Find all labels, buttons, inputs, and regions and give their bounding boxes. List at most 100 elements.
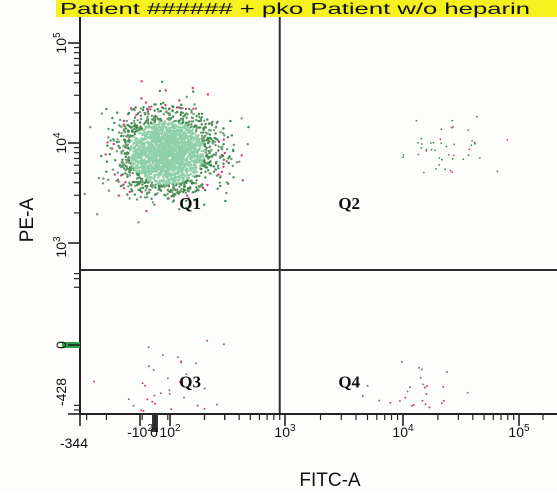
event-point xyxy=(139,162,142,165)
event-point xyxy=(180,134,183,137)
x-tick-label: 0 xyxy=(150,424,158,440)
event-point xyxy=(157,137,161,140)
event-point xyxy=(144,172,147,176)
event-point xyxy=(229,119,232,123)
event-point xyxy=(139,160,142,163)
event-point xyxy=(137,167,140,170)
event-point xyxy=(184,170,187,173)
event-point xyxy=(148,125,151,129)
event-point xyxy=(180,140,183,143)
event-point xyxy=(440,128,443,131)
event-point xyxy=(247,125,250,129)
event-point xyxy=(113,121,116,125)
event-point xyxy=(207,122,211,125)
event-point xyxy=(194,107,198,110)
event-point xyxy=(186,156,189,159)
event-point xyxy=(215,160,218,164)
event-point xyxy=(187,205,190,208)
event-point xyxy=(143,158,146,161)
event-point xyxy=(130,188,133,191)
event-point xyxy=(93,380,96,383)
event-point xyxy=(122,187,126,190)
event-point xyxy=(187,160,190,164)
event-point xyxy=(133,193,137,196)
event-point xyxy=(175,137,178,140)
event-point xyxy=(177,182,180,185)
event-point xyxy=(117,140,121,143)
event-point xyxy=(452,154,455,157)
event-point xyxy=(178,179,181,182)
event-point xyxy=(404,396,407,399)
event-point xyxy=(192,90,195,93)
event-point xyxy=(149,188,152,192)
event-point xyxy=(125,152,128,156)
event-point xyxy=(133,122,136,125)
event-point xyxy=(142,410,145,412)
event-point xyxy=(210,148,213,152)
event-point xyxy=(146,196,149,199)
event-point xyxy=(124,172,127,175)
event-point xyxy=(107,127,110,131)
event-point xyxy=(151,400,154,403)
event-point xyxy=(174,119,177,123)
event-point xyxy=(186,179,190,182)
event-point xyxy=(120,132,123,135)
event-point xyxy=(438,164,440,166)
event-point xyxy=(232,176,235,179)
event-point xyxy=(148,123,151,127)
event-point xyxy=(191,170,194,173)
event-point xyxy=(208,160,211,164)
event-point xyxy=(154,165,157,169)
event-point xyxy=(193,132,196,135)
event-point xyxy=(146,118,149,121)
event-point xyxy=(179,170,183,174)
event-point xyxy=(151,170,155,173)
event-point xyxy=(106,144,109,147)
event-point xyxy=(195,381,198,384)
event-point xyxy=(442,399,445,402)
event-point xyxy=(415,119,418,122)
event-point xyxy=(189,146,193,149)
event-point xyxy=(212,153,215,156)
event-point xyxy=(218,156,222,160)
event-point xyxy=(195,126,199,130)
event-point xyxy=(153,117,156,120)
event-point xyxy=(227,161,230,165)
x-tick-label: -344 xyxy=(60,435,88,451)
event-point xyxy=(139,107,143,110)
event-point xyxy=(438,157,441,159)
event-point xyxy=(97,176,101,180)
event-point xyxy=(196,154,199,158)
event-point xyxy=(149,164,152,167)
event-point xyxy=(155,137,158,141)
event-point xyxy=(154,139,157,143)
event-point xyxy=(147,155,150,159)
event-point xyxy=(178,185,181,188)
event-point xyxy=(201,131,205,134)
event-point xyxy=(183,181,187,184)
event-point xyxy=(149,145,152,148)
event-point xyxy=(192,147,195,150)
event-point xyxy=(175,131,178,134)
event-point xyxy=(228,155,231,158)
event-point xyxy=(136,119,139,122)
event-point xyxy=(184,152,187,156)
event-point xyxy=(139,131,142,135)
event-point xyxy=(417,142,419,144)
event-point xyxy=(195,157,198,160)
event-point xyxy=(170,158,173,161)
event-point xyxy=(115,179,118,182)
event-point xyxy=(219,131,222,134)
event-point xyxy=(158,121,161,125)
quadrant-label-q1: Q1 xyxy=(179,194,201,213)
event-point xyxy=(138,169,141,173)
event-point xyxy=(189,141,192,145)
event-point xyxy=(440,402,443,405)
event-point xyxy=(209,145,212,148)
event-point xyxy=(183,114,186,118)
event-point xyxy=(190,111,193,114)
event-point xyxy=(177,144,180,147)
event-point xyxy=(220,170,223,174)
event-point xyxy=(157,118,160,121)
event-point xyxy=(153,123,156,126)
